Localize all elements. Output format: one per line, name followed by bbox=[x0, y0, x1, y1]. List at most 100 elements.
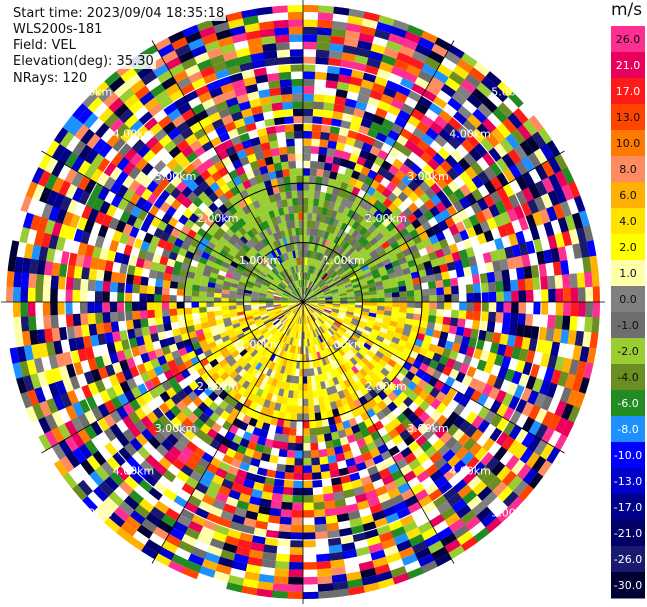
velocity-gate bbox=[197, 134, 211, 147]
velocity-gate bbox=[582, 256, 592, 273]
velocity-gate bbox=[312, 274, 317, 283]
velocity-gate bbox=[297, 190, 304, 198]
velocity-gate bbox=[345, 330, 353, 338]
velocity-gate bbox=[314, 311, 321, 317]
velocity-gate bbox=[347, 299, 356, 303]
velocity-gate bbox=[172, 69, 189, 83]
velocity-gate bbox=[128, 411, 141, 425]
velocity-gate bbox=[325, 277, 332, 284]
velocity-gate bbox=[248, 336, 257, 345]
velocity-gate bbox=[476, 393, 489, 407]
velocity-gate bbox=[245, 83, 259, 94]
velocity-gate bbox=[355, 298, 363, 303]
velocity-gate bbox=[306, 368, 311, 377]
velocity-gate bbox=[260, 285, 269, 291]
velocity-gate bbox=[116, 156, 130, 171]
velocity-gate bbox=[399, 128, 413, 140]
velocity-gate bbox=[249, 325, 258, 332]
velocity-gate bbox=[448, 518, 465, 534]
velocity-gate bbox=[435, 177, 448, 190]
velocity-gate bbox=[354, 329, 363, 336]
velocity-gate bbox=[403, 273, 413, 281]
velocity-gate bbox=[303, 34, 318, 43]
velocity-gate bbox=[262, 267, 270, 274]
velocity-gate bbox=[269, 326, 277, 334]
velocity-gates bbox=[5, 4, 601, 600]
velocity-gate bbox=[310, 220, 316, 229]
velocity-gate bbox=[193, 145, 207, 158]
velocity-gate bbox=[167, 30, 186, 44]
velocity-gate bbox=[404, 31, 422, 44]
velocity-gate bbox=[341, 334, 350, 342]
velocity-gate bbox=[295, 300, 303, 302]
velocity-gate bbox=[316, 319, 322, 327]
velocity-gate bbox=[503, 302, 512, 314]
velocity-gate bbox=[308, 291, 315, 297]
velocity-gate bbox=[435, 189, 448, 202]
velocity-gate bbox=[465, 284, 474, 294]
velocity-gate bbox=[313, 86, 326, 95]
velocity-gate bbox=[184, 89, 199, 103]
velocity-gate bbox=[182, 338, 192, 348]
velocity-gate bbox=[247, 392, 256, 402]
velocity-gate bbox=[479, 137, 494, 153]
velocity-gate bbox=[201, 274, 210, 282]
velocity-gate bbox=[297, 250, 301, 258]
velocity-gate bbox=[270, 345, 277, 354]
velocity-gate bbox=[267, 133, 278, 142]
velocity-gate bbox=[469, 67, 486, 83]
velocity-gate bbox=[303, 299, 311, 302]
velocity-gate bbox=[417, 521, 434, 535]
velocity-gate bbox=[252, 394, 261, 404]
velocity-gate bbox=[303, 108, 314, 117]
velocity-gate bbox=[273, 306, 282, 310]
velocity-gate bbox=[452, 200, 465, 214]
velocity-gate bbox=[410, 482, 425, 496]
velocity-gate bbox=[104, 147, 119, 163]
velocity-gate bbox=[58, 180, 72, 197]
velocity-gate bbox=[268, 424, 277, 433]
velocity-gate bbox=[81, 324, 90, 337]
velocity-gate bbox=[104, 363, 116, 377]
velocity-gate bbox=[268, 171, 277, 180]
velocity-gate bbox=[92, 137, 107, 154]
velocity-gate bbox=[397, 212, 408, 223]
velocity-gate bbox=[251, 291, 260, 295]
velocity-gate bbox=[134, 183, 147, 197]
velocity-gate bbox=[125, 73, 142, 89]
velocity-gate bbox=[262, 445, 273, 455]
velocity-gate bbox=[59, 131, 75, 149]
velocity-gate bbox=[417, 423, 430, 435]
velocity-gate bbox=[221, 478, 234, 490]
velocity-gate bbox=[569, 273, 578, 289]
velocity-gate bbox=[140, 318, 149, 328]
velocity-gate bbox=[280, 302, 289, 305]
velocity-gate bbox=[303, 302, 309, 308]
velocity-gate bbox=[305, 308, 310, 316]
velocity-gate bbox=[221, 297, 229, 302]
velocity-gate bbox=[221, 335, 231, 343]
velocity-gate bbox=[360, 314, 369, 320]
velocity-gate bbox=[290, 517, 303, 526]
velocity-gate bbox=[252, 450, 263, 460]
velocity-gate bbox=[179, 507, 195, 521]
velocity-gate bbox=[324, 247, 331, 256]
velocity-gate bbox=[361, 142, 373, 153]
velocity-gate bbox=[120, 460, 135, 476]
velocity-gate bbox=[205, 445, 218, 457]
velocity-gate bbox=[190, 546, 207, 559]
velocity-gate bbox=[291, 292, 298, 298]
velocity-gate bbox=[463, 386, 476, 399]
velocity-gate bbox=[337, 328, 346, 335]
velocity-gate bbox=[243, 268, 252, 275]
velocity-gate bbox=[528, 404, 541, 421]
velocity-gate bbox=[307, 308, 312, 315]
velocity-gate bbox=[261, 422, 271, 432]
velocity-gate bbox=[298, 272, 301, 280]
velocity-gate bbox=[362, 302, 370, 306]
velocity-gate bbox=[320, 325, 327, 333]
velocity-gate bbox=[395, 457, 409, 470]
velocity-gate bbox=[452, 130, 467, 145]
velocity-gate bbox=[439, 263, 449, 273]
velocity-gate bbox=[250, 246, 259, 255]
